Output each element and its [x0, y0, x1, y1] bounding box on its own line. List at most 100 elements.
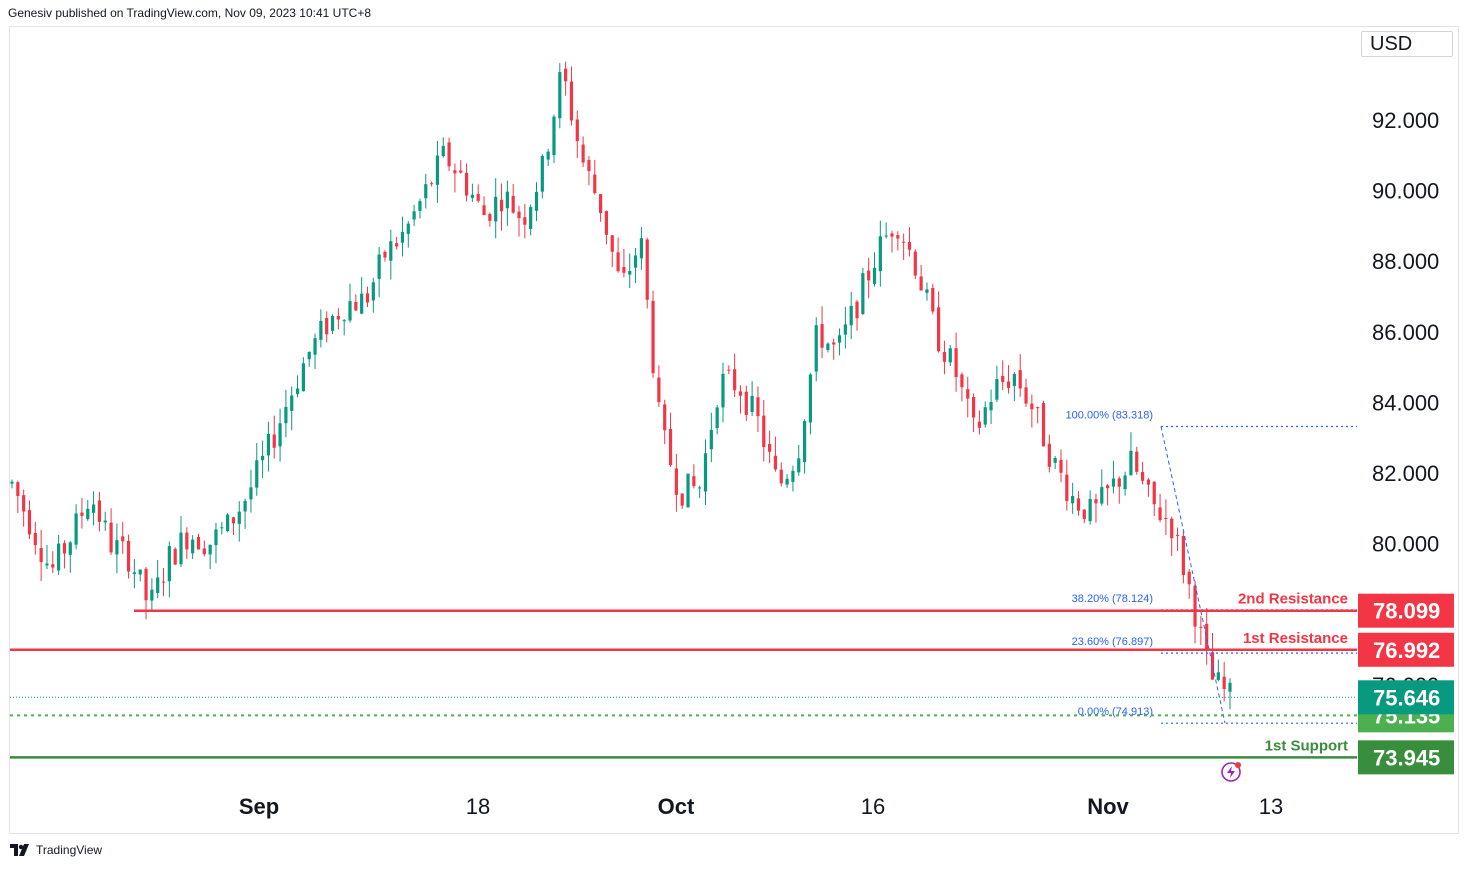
candle-body: [441, 145, 445, 156]
candle-body: [872, 267, 877, 284]
candle-body: [663, 404, 667, 431]
price-tick-label: 92.000: [1372, 108, 1439, 133]
fib-level-label: 100.00% (83.318): [1066, 409, 1153, 421]
candle-body: [931, 288, 935, 312]
candle-body: [179, 532, 183, 565]
candle-body: [942, 351, 947, 362]
candle-body: [657, 377, 661, 403]
price-badge: [1358, 593, 1454, 628]
candle-body: [1106, 485, 1110, 489]
price-badge: [1358, 740, 1454, 775]
fib-trend-line: [1160, 426, 1226, 724]
candle-body: [913, 251, 917, 276]
candle-body: [45, 563, 49, 566]
price-tick-label: 90.000: [1372, 179, 1439, 204]
candle-body: [27, 510, 32, 535]
candle-body: [406, 223, 410, 234]
horizontal-levels: 2nd Resistance 1st Resistance 1st Support: [10, 591, 1357, 759]
candle-body: [808, 374, 813, 423]
candle-body: [476, 193, 480, 201]
candle-body: [768, 444, 772, 452]
candle-body: [1123, 475, 1127, 490]
candle-body: [791, 470, 795, 482]
candle-body: [91, 504, 96, 513]
price-tick-label: 80.000: [1372, 532, 1439, 557]
tradingview-logo-icon: [10, 844, 29, 856]
candle-body: [966, 389, 970, 399]
candle-body: [802, 420, 807, 463]
candle-body: [867, 270, 871, 281]
candle-body: [896, 235, 900, 239]
candle-body: [191, 539, 195, 554]
lightning-icon[interactable]: [1221, 762, 1241, 782]
time-tick-label: 18: [466, 794, 490, 819]
candle-body: [1018, 370, 1022, 389]
candle-body: [173, 548, 177, 565]
price-badge-label: 76.992: [1373, 638, 1440, 663]
candle-body: [342, 320, 346, 322]
candle-body: [948, 348, 952, 363]
price-tick-label: 82.000: [1372, 461, 1439, 486]
candle-body: [138, 569, 142, 575]
tradingview-footer[interactable]: TradingView: [10, 843, 102, 857]
candle-body: [971, 397, 976, 418]
candle-body: [1094, 499, 1098, 504]
candle-body: [698, 487, 702, 489]
candle-body: [1059, 459, 1063, 473]
candle-body: [826, 343, 830, 350]
candle-body: [995, 379, 999, 400]
candle-body: [150, 589, 154, 601]
candle-body: [22, 495, 26, 512]
candle-body: [855, 301, 859, 319]
candle-body: [540, 155, 544, 192]
candle-body: [126, 540, 131, 572]
candle-body: [115, 540, 119, 555]
candle-body: [633, 255, 638, 268]
candle-body: [715, 407, 719, 429]
candle-body: [750, 395, 754, 413]
candle-body: [1129, 450, 1133, 476]
candle-body: [156, 577, 160, 593]
fib-level-label: 0.00% (74.913): [1078, 706, 1153, 718]
candle-body: [68, 542, 72, 555]
publisher-caption: Genesiv published on TradingView.com, No…: [8, 6, 371, 20]
currency-selector[interactable]: USD: [1361, 31, 1453, 57]
last-price-badge: [1358, 680, 1454, 715]
candle-body: [1006, 381, 1011, 388]
candle-body: [1076, 498, 1081, 511]
chart-panel[interactable]: [9, 26, 1459, 834]
candle-body: [202, 548, 206, 555]
candle-body: [628, 270, 632, 275]
candle-body: [1210, 652, 1215, 680]
candle-body: [616, 252, 620, 272]
price-tick-label: 88.000: [1372, 249, 1439, 274]
candle-body: [954, 348, 958, 377]
candle-body: [884, 235, 888, 237]
candle-body: [389, 241, 393, 261]
candle-body: [400, 231, 405, 243]
candle-body: [196, 537, 201, 550]
fib-level-label: 38.20% (78.124): [1072, 593, 1153, 605]
candle-body: [132, 572, 136, 575]
candle-body: [453, 170, 457, 174]
candle-body: [1170, 518, 1174, 539]
candle-body: [499, 199, 504, 212]
candle-body: [39, 547, 43, 563]
time-axis: Sep 18 Oct 16 Nov 13: [239, 794, 1283, 819]
time-tick-label: Nov: [1087, 794, 1129, 819]
candle-body: [1199, 626, 1203, 628]
candle-body: [348, 301, 352, 321]
candle-body: [185, 532, 189, 550]
level-name-label: 1st Resistance: [1243, 630, 1348, 647]
candle-body: [278, 423, 282, 447]
candle-body: [80, 512, 84, 516]
candle-body: [1175, 534, 1180, 536]
candle-body: [1181, 536, 1185, 576]
price-tick-label: 84.000: [1372, 390, 1439, 415]
level-name-label: 1st Support: [1265, 737, 1348, 754]
candle-body: [727, 369, 731, 371]
time-tick-label: 16: [861, 794, 885, 819]
candle-body: [435, 155, 440, 185]
